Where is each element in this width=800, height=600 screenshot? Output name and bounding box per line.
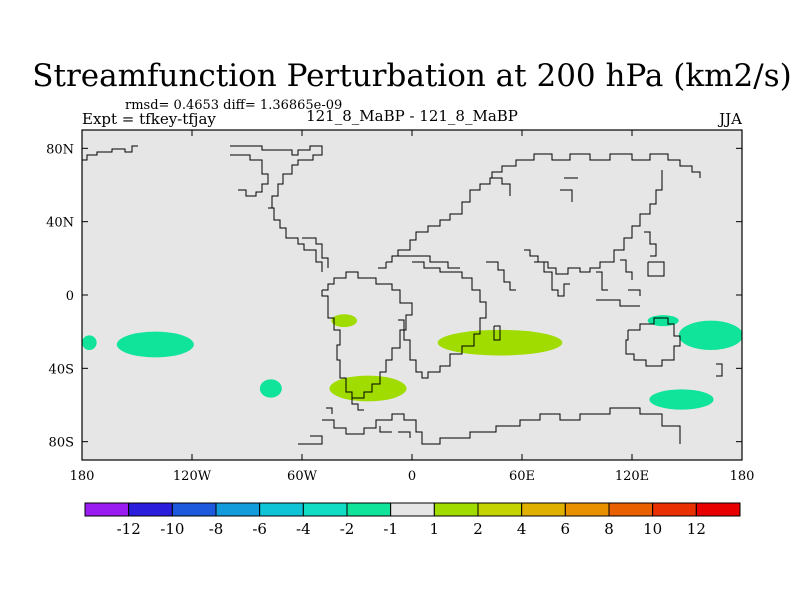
stats-label: rmsd= 0.4653 diff= 1.36865e-09	[125, 98, 342, 113]
x-tick-label-3: 0	[408, 469, 416, 484]
colorbar-label-13: 12	[687, 520, 706, 538]
anomaly-region-2	[82, 335, 97, 350]
colorbar-swatch-9	[477, 502, 523, 517]
center-label: 121_8_MaBP - 121_8_MaBP	[306, 107, 518, 125]
coastline-asia	[491, 153, 701, 178]
coastline-mediterranean	[378, 255, 460, 269]
colorbar-swatch-0	[84, 502, 130, 517]
coastline-se-asia	[596, 259, 633, 291]
map-background	[82, 130, 742, 460]
coastline-antarctic-peninsula	[298, 435, 323, 445]
coastline-madagascar	[493, 325, 501, 341]
anomaly-region-9	[329, 375, 407, 402]
colorbar-label-10: 6	[561, 520, 571, 538]
x-tick-label-1: 120W	[173, 469, 212, 484]
anomaly-region-1	[116, 331, 194, 358]
colorbar-swatch-8	[433, 502, 479, 517]
coastline-india	[534, 261, 570, 297]
coastline-north-islands	[560, 177, 578, 202]
axis-ticks: 180 120W 60W 0 60E 120E 180 80N 40N 0 40S 80S	[46, 130, 754, 484]
y-tick-label-2: 0	[66, 289, 74, 304]
coastline-south-america	[321, 271, 413, 399]
colorbar-swatch-7	[390, 502, 435, 517]
y-tick-label-3: 40S	[49, 362, 74, 377]
colorbar-swatch-13	[652, 502, 697, 517]
anomaly-region-8	[331, 314, 357, 328]
y-tick-label-1: 40N	[46, 216, 74, 231]
coastline-north-america	[82, 145, 138, 161]
experiment-label: Expt = tfkey-tfjay	[82, 110, 216, 128]
colorbar-label-12: 10	[643, 520, 662, 538]
coastline-new-zealand	[716, 363, 723, 377]
colorbar-label-11: 8	[604, 520, 614, 538]
x-tick-label-0: 180	[70, 469, 95, 484]
coastline-arctic-canada	[230, 154, 269, 197]
coastline-greenland	[230, 145, 323, 209]
x-tick-label-5: 120E	[615, 469, 649, 484]
coastline-japan	[644, 231, 657, 257]
colorbar-label-0: -12	[117, 520, 141, 538]
colorbar-label-5: -2	[340, 520, 355, 538]
colorbar-swatch-11	[564, 502, 610, 517]
colorbar-swatch-2	[171, 502, 217, 517]
coastline-us-east	[268, 207, 323, 272]
anomaly-region-5	[678, 320, 742, 350]
figure-title: Streamfunction Perturbation at 200 hPa (…	[32, 58, 791, 94]
coastline-arabia	[486, 261, 516, 291]
colorbar-swatch-4	[259, 502, 304, 517]
coastline-europe	[386, 177, 511, 263]
colorbar-swatch-10	[521, 502, 566, 517]
anomaly-region-3	[259, 379, 282, 398]
colorbar-swatch-14	[695, 502, 741, 517]
x-tick-label-2: 60W	[287, 469, 318, 484]
colorbar-swatch-3	[215, 502, 261, 517]
coastlines	[82, 145, 723, 445]
colorbar-swatch-12	[608, 502, 654, 517]
y-tick-label-4: 80S	[49, 436, 74, 451]
colorbar-label-6: -1	[383, 520, 398, 538]
colorbar-label-3: -6	[252, 520, 267, 538]
anomaly-region-6	[649, 389, 714, 410]
coastline-australia	[625, 317, 681, 367]
season-label: JJA	[717, 110, 742, 128]
colorbar: -12 -10 -8 -6 -4 -2 -1 1 2 4 6 8 10 12	[84, 502, 741, 538]
coastline-gulf	[302, 237, 329, 268]
coastline-africa	[398, 261, 487, 379]
x-tick-label-6: 180	[730, 469, 755, 484]
anomaly-region-7	[437, 329, 563, 356]
y-tick-label-0: 80N	[46, 142, 74, 157]
colorbar-swatch-5	[302, 502, 348, 517]
colorbar-label-7: 1	[430, 520, 440, 538]
anomaly-layer	[82, 314, 742, 410]
colorbar-label-1: -10	[160, 520, 184, 538]
coastline-antarctica	[322, 407, 681, 445]
x-tick-label-4: 60E	[509, 469, 535, 484]
coastline-antarctic-shelf	[326, 407, 411, 438]
colorbar-label-9: 4	[517, 520, 527, 538]
colorbar-label-2: -8	[209, 520, 224, 538]
colorbar-swatch-1	[128, 502, 173, 517]
colorbar-swatch-6	[346, 502, 392, 517]
coastline-patagonia	[351, 398, 364, 411]
coastline-east-asia	[524, 170, 663, 275]
coastline-indonesia	[596, 261, 665, 307]
colorbar-label-4: -4	[296, 520, 311, 538]
colorbar-label-8: 2	[473, 520, 483, 538]
